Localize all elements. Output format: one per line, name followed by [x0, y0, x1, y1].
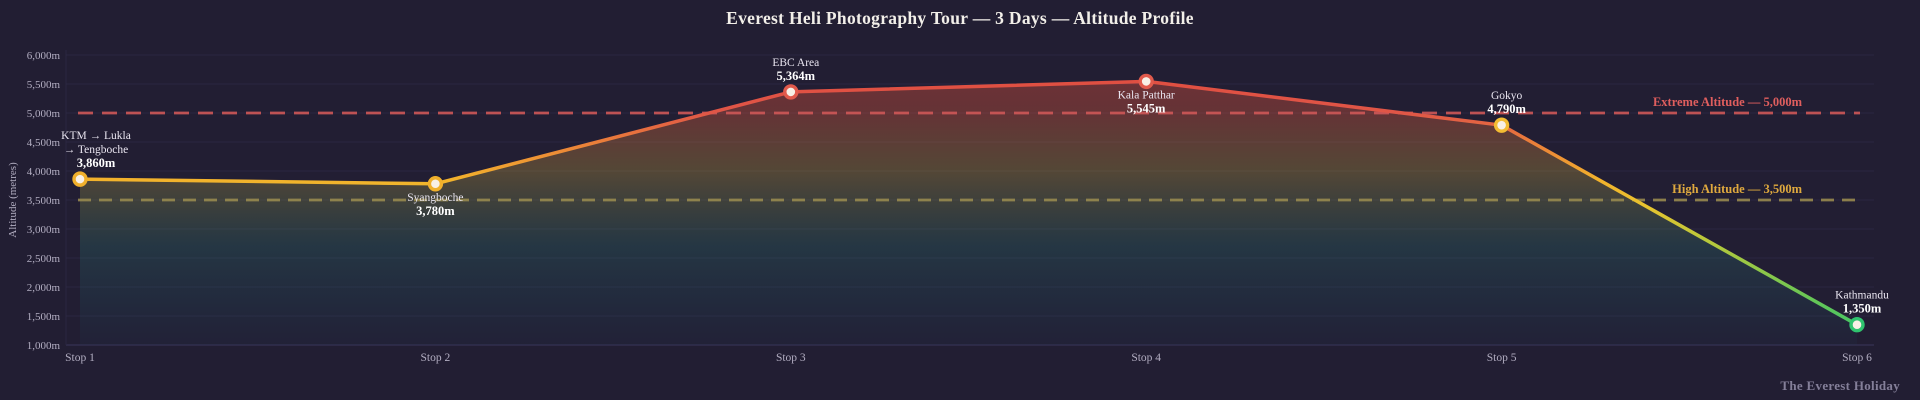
- altitude-line: [78, 79, 1859, 327]
- data-point-marker: [1849, 317, 1865, 333]
- point-value-label: 5,364m: [777, 69, 816, 83]
- y-tick-label: 5,000m: [27, 108, 61, 120]
- x-tick-label: Stop 6: [1842, 352, 1872, 364]
- reference-line-label: Extreme Altitude — 5,000m: [1653, 95, 1803, 109]
- x-tick-label: Stop 1: [65, 352, 95, 364]
- data-point-marker: [1493, 117, 1510, 133]
- y-tick-label: 4,500m: [27, 137, 61, 149]
- point-name-label: Gokyo: [1491, 90, 1523, 102]
- y-tick-label: 3,000m: [27, 224, 61, 236]
- y-tick-label: 1,500m: [27, 311, 61, 323]
- data-point-marker: [1138, 73, 1154, 90]
- data-point-marker: [783, 84, 799, 100]
- x-tick-label: Stop 2: [421, 352, 451, 364]
- point-value-label: 5,545m: [1127, 101, 1166, 115]
- point-name-label: EBC Area: [772, 57, 819, 69]
- point-name-label: KTM → Lukla: [61, 130, 131, 142]
- y-tick-label: 1,000m: [27, 340, 61, 352]
- x-tick-label: Stop 3: [776, 352, 806, 364]
- brand-watermark: The Everest Holiday: [1780, 378, 1900, 393]
- data-point-marker: [72, 171, 88, 187]
- x-tick-label: Stop 4: [1131, 352, 1161, 364]
- reference-line-label: High Altitude — 3,500m: [1672, 182, 1802, 196]
- point-value-label: 1,350m: [1843, 302, 1882, 316]
- y-tick-label: 2,500m: [27, 253, 61, 265]
- y-axis-title: Altitude (metres): [7, 162, 19, 238]
- point-name-label: Kala Patthar: [1118, 89, 1175, 101]
- point-value-label: 3,780m: [416, 204, 455, 218]
- y-tick-label: 6,000m: [27, 50, 61, 62]
- point-name-label: Kathmandu: [1835, 290, 1889, 302]
- y-tick-label: 5,500m: [27, 79, 61, 91]
- point-value-label: 3,860m: [77, 156, 116, 170]
- altitude-area-fill: [80, 81, 1857, 346]
- y-tick-label: 3,500m: [27, 195, 61, 207]
- data-point-marker: [427, 176, 444, 192]
- point-value-label: 4,790m: [1487, 102, 1526, 116]
- y-tick-label: 4,000m: [27, 166, 61, 178]
- y-tick-label: 2,000m: [27, 282, 61, 294]
- point-name-label: → Tengboche: [64, 144, 128, 156]
- chart-title: Everest Heli Photography Tour — 3 Days —…: [726, 8, 1194, 28]
- point-name-label: Syangboche: [407, 192, 463, 204]
- x-tick-label: Stop 5: [1487, 352, 1517, 364]
